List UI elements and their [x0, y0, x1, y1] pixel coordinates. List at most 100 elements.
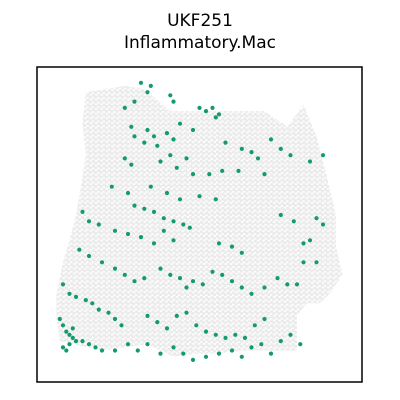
- data-point: [314, 260, 319, 265]
- data-point: [200, 282, 205, 287]
- data-point: [223, 335, 228, 340]
- data-point: [190, 172, 196, 177]
- data-point: [90, 301, 95, 306]
- data-point: [255, 156, 261, 161]
- data-point: [190, 127, 196, 133]
- data-point: [67, 291, 72, 296]
- data-point: [60, 345, 66, 350]
- data-point: [268, 351, 274, 356]
- plot-frame: [36, 66, 363, 383]
- data-point: [164, 190, 170, 196]
- data-point: [132, 99, 137, 104]
- data-point: [171, 345, 176, 350]
- data-point: [125, 190, 131, 196]
- data-point: [138, 235, 144, 240]
- tissue-region: [56, 85, 343, 357]
- data-point: [233, 332, 238, 337]
- data-point: [129, 162, 134, 167]
- data-point: [112, 266, 118, 271]
- data-point: [125, 231, 131, 237]
- data-point: [190, 279, 196, 284]
- data-point: [320, 222, 326, 227]
- data-point: [177, 121, 183, 126]
- data-point: [177, 276, 183, 281]
- data-point: [60, 282, 66, 287]
- data-point: [249, 345, 254, 350]
- data-point: [168, 153, 173, 158]
- data-point: [164, 131, 170, 136]
- data-point: [60, 323, 66, 328]
- data-point: [301, 260, 306, 265]
- data-point: [259, 342, 264, 347]
- data-point: [168, 93, 173, 98]
- data-point: [168, 272, 173, 277]
- data-point: [239, 354, 244, 359]
- data-point: [301, 241, 306, 246]
- data-point: [262, 285, 267, 290]
- data-point: [288, 332, 293, 337]
- data-point: [164, 326, 170, 331]
- data-point: [151, 134, 157, 139]
- data-point: [77, 247, 82, 252]
- data-point: [122, 156, 127, 161]
- data-point: [203, 109, 209, 114]
- data-point: [145, 127, 150, 133]
- data-point: [194, 323, 199, 328]
- data-point: [177, 197, 183, 202]
- data-point: [67, 332, 72, 337]
- data-point: [239, 285, 244, 290]
- data-point: [190, 357, 196, 362]
- data-point: [187, 225, 192, 230]
- data-point: [197, 194, 202, 199]
- data-point: [229, 348, 235, 353]
- data-point: [99, 260, 105, 265]
- data-point: [239, 250, 244, 255]
- data-point: [86, 219, 92, 224]
- data-point: [122, 272, 127, 277]
- data-point: [109, 184, 114, 189]
- data-point: [184, 285, 189, 290]
- data-point: [67, 342, 72, 347]
- data-point: [96, 307, 101, 312]
- data-point: [288, 153, 293, 158]
- data-point: [161, 216, 166, 221]
- data-point: [112, 316, 118, 322]
- data-point: [70, 326, 75, 331]
- data-point: [220, 272, 225, 277]
- data-point: [298, 342, 303, 347]
- data-point: [148, 184, 153, 189]
- data-point: [262, 172, 267, 177]
- data-point: [151, 209, 157, 214]
- data-point: [213, 197, 218, 202]
- data-point: [155, 143, 160, 148]
- data-point: [148, 83, 153, 88]
- data-point: [181, 351, 186, 356]
- data-point: [242, 335, 248, 340]
- data-point: [112, 228, 118, 233]
- data-point: [184, 310, 189, 315]
- data-point: [210, 105, 215, 110]
- data-point: [125, 342, 131, 347]
- data-point: [216, 351, 222, 356]
- data-point: [291, 219, 296, 224]
- data-point: [99, 348, 105, 353]
- data-point: [220, 168, 225, 173]
- data-point: [229, 244, 235, 249]
- data-point: [93, 345, 98, 350]
- data-point: [213, 115, 218, 120]
- data-point: [86, 253, 92, 259]
- data-point: [307, 159, 313, 164]
- data-point: [210, 269, 215, 274]
- data-point: [268, 137, 274, 142]
- data-point: [142, 206, 147, 211]
- data-point: [112, 348, 118, 353]
- data-point: [307, 238, 313, 243]
- data-point: [73, 339, 79, 344]
- data-point: [129, 124, 134, 129]
- data-point: [181, 222, 186, 227]
- data-point: [213, 332, 218, 337]
- data-point: [132, 279, 137, 284]
- data-point: [161, 228, 166, 233]
- data-point: [223, 140, 228, 145]
